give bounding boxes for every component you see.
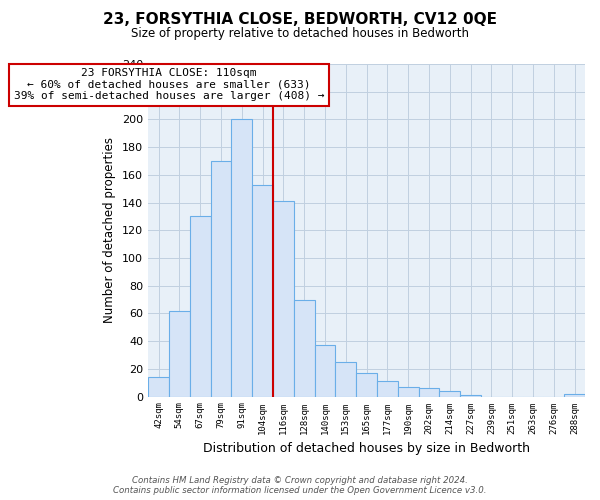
- Bar: [419, 388, 439, 396]
- Bar: [460, 395, 481, 396]
- Text: 23 FORSYTHIA CLOSE: 110sqm
← 60% of detached houses are smaller (633)
39% of sem: 23 FORSYTHIA CLOSE: 110sqm ← 60% of deta…: [14, 68, 324, 102]
- Bar: [356, 373, 377, 396]
- Text: Contains HM Land Registry data © Crown copyright and database right 2024.
Contai: Contains HM Land Registry data © Crown c…: [113, 476, 487, 495]
- Bar: [335, 362, 356, 396]
- Bar: [211, 161, 232, 396]
- Bar: [398, 387, 419, 396]
- Bar: [273, 201, 294, 396]
- Bar: [252, 184, 273, 396]
- Bar: [148, 377, 169, 396]
- Bar: [169, 310, 190, 396]
- Y-axis label: Number of detached properties: Number of detached properties: [103, 138, 116, 324]
- Bar: [564, 394, 585, 396]
- Bar: [190, 216, 211, 396]
- Text: 23, FORSYTHIA CLOSE, BEDWORTH, CV12 0QE: 23, FORSYTHIA CLOSE, BEDWORTH, CV12 0QE: [103, 12, 497, 28]
- Text: Size of property relative to detached houses in Bedworth: Size of property relative to detached ho…: [131, 28, 469, 40]
- Bar: [439, 391, 460, 396]
- Bar: [377, 382, 398, 396]
- Bar: [314, 346, 335, 397]
- Bar: [232, 120, 252, 396]
- X-axis label: Distribution of detached houses by size in Bedworth: Distribution of detached houses by size …: [203, 442, 530, 455]
- Bar: [294, 300, 314, 396]
